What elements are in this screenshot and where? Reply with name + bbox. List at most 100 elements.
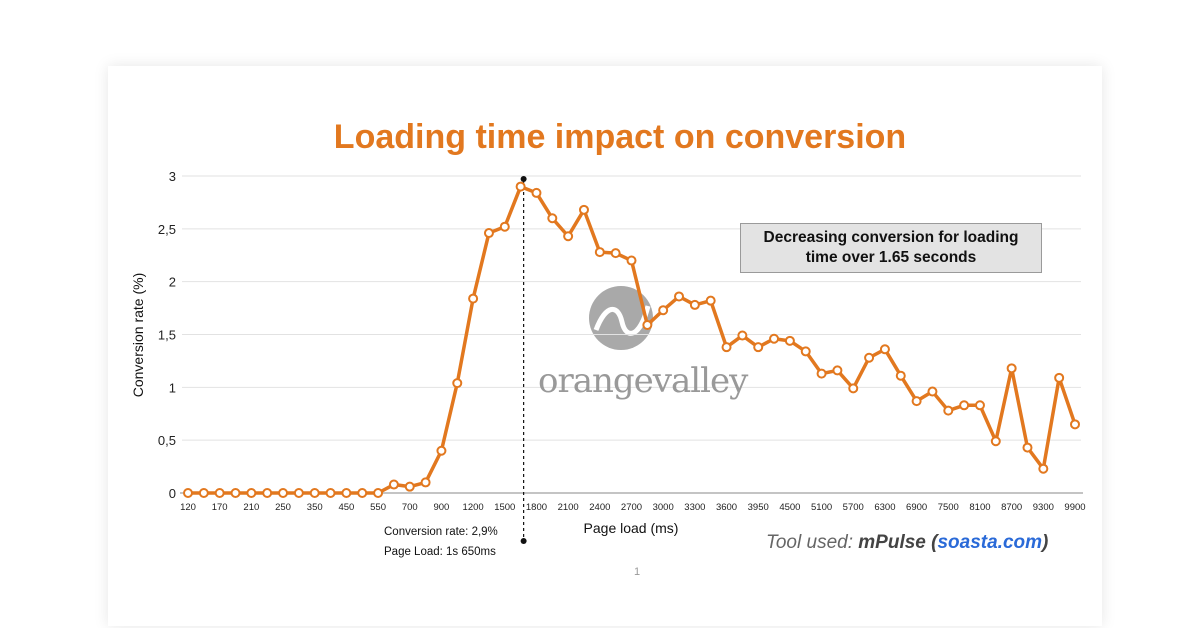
- x-tick-label: 2700: [621, 502, 642, 513]
- x-tick-label: 350: [307, 502, 323, 513]
- data-point: [531, 187, 542, 198]
- data-point: [404, 481, 415, 492]
- tool-paren-open: (: [925, 532, 938, 553]
- y-axis-label: Conversion rate (%): [130, 273, 146, 398]
- slide-card: [108, 66, 1102, 626]
- data-point: [483, 228, 494, 239]
- callout-line-1: Decreasing conversion for loading: [763, 229, 1019, 246]
- x-axis-label: Page load (ms): [584, 520, 679, 536]
- data-point: [214, 488, 225, 498]
- data-point: [499, 221, 510, 232]
- y-axis-ticks: 0 0,5 1 1,5 2 2,5 3: [158, 169, 176, 501]
- data-point: [626, 255, 637, 266]
- x-tick-label: 5100: [811, 502, 832, 513]
- y-tick-label: 0: [169, 486, 176, 501]
- data-point: [1006, 363, 1017, 374]
- data-point: [1038, 463, 1049, 474]
- data-point: [198, 488, 209, 498]
- data-point: [1054, 372, 1065, 383]
- x-tick-label: 8100: [969, 502, 990, 513]
- data-point: [341, 488, 352, 498]
- annotation-page-load: Page Load: 1s 650ms: [384, 546, 496, 558]
- data-point: [800, 346, 811, 357]
- data-point: [737, 330, 748, 341]
- data-point: [816, 368, 827, 379]
- x-tick-label: 1500: [494, 502, 515, 513]
- data-point: [879, 344, 890, 355]
- x-tick-label: 210: [243, 502, 259, 513]
- data-point: [183, 488, 193, 498]
- peak-marker-bottom-dot: [520, 538, 527, 544]
- x-axis-ticks: 120 170 210 250 350 450 550 700 900 1200 1500 1800 2…: [180, 502, 1086, 513]
- x-tick-label: 700: [402, 502, 418, 513]
- tool-site-link[interactable]: soasta.com: [937, 532, 1043, 553]
- data-point: [784, 335, 795, 346]
- page-number: 1: [634, 566, 641, 578]
- data-point: [325, 488, 336, 498]
- data-point: [610, 248, 621, 259]
- data-point: [642, 319, 653, 330]
- data-point: [1022, 442, 1033, 453]
- data-point: [357, 488, 368, 498]
- x-tick-label: 4500: [779, 502, 800, 513]
- chart-title: Loading time impact on conversion: [333, 118, 907, 156]
- y-tick-label: 2: [169, 275, 176, 290]
- data-point: [293, 488, 304, 498]
- x-tick-label: 7500: [938, 502, 959, 513]
- y-tick-label: 0,5: [158, 433, 176, 448]
- x-tick-label: 550: [370, 502, 386, 513]
- x-tick-label: 900: [433, 502, 449, 513]
- data-point: [974, 400, 985, 411]
- data-point: [959, 400, 970, 411]
- callout-box: Decreasing conversion for loading time o…: [740, 223, 1042, 273]
- data-point: [436, 445, 447, 456]
- x-tick-label: 170: [212, 502, 228, 513]
- x-tick-label: 8700: [1001, 502, 1022, 513]
- data-point: [769, 333, 780, 344]
- data-point: [674, 291, 685, 302]
- data-point: [721, 342, 732, 353]
- x-tick-label: 3950: [748, 502, 769, 513]
- x-tick-label: 3300: [684, 502, 705, 513]
- x-tick-label: 2100: [558, 502, 579, 513]
- tool-prefix: Tool used:: [766, 532, 859, 553]
- data-point: [420, 477, 431, 488]
- watermark-text: orangevalley: [538, 361, 748, 401]
- annotation-conversion-rate: Conversion rate: 2,9%: [384, 526, 498, 538]
- data-point: [1070, 419, 1080, 430]
- data-point: [388, 479, 399, 490]
- y-tick-label: 1,5: [158, 328, 176, 343]
- orangevalley-logo-icon: [589, 286, 653, 350]
- data-point: [689, 299, 700, 310]
- tool-name: mPulse: [858, 532, 926, 553]
- y-tick-label: 3: [169, 169, 176, 184]
- x-tick-label: 6300: [874, 502, 895, 513]
- data-point: [990, 436, 1001, 447]
- x-tick-label: 9900: [1064, 502, 1085, 513]
- y-tick-label: 1: [169, 380, 176, 395]
- data-point: [547, 213, 558, 224]
- x-tick-label: 3000: [653, 502, 674, 513]
- data-point: [658, 305, 669, 316]
- data-point: [578, 204, 589, 215]
- x-tick-label: 2400: [589, 502, 610, 513]
- x-tick-label: 120: [180, 502, 196, 513]
- data-point: [309, 488, 320, 498]
- data-point: [832, 365, 843, 376]
- data-point: [246, 488, 257, 498]
- data-point: [705, 295, 716, 306]
- data-point: [278, 488, 289, 498]
- x-tick-label: 1800: [526, 502, 547, 513]
- data-point: [452, 378, 463, 389]
- x-tick-label: 3600: [716, 502, 737, 513]
- data-point: [563, 231, 574, 242]
- tool-credit: Tool used: mPulse (soasta.com): [766, 532, 1048, 554]
- tool-paren-close: ): [1042, 532, 1049, 553]
- data-point: [373, 488, 384, 498]
- data-point: [468, 293, 479, 304]
- x-tick-label: 9300: [1033, 502, 1054, 513]
- peak-marker-top-dot: [520, 176, 527, 182]
- data-point: [895, 370, 906, 381]
- x-tick-label: 5700: [843, 502, 864, 513]
- y-tick-label: 2,5: [158, 222, 176, 237]
